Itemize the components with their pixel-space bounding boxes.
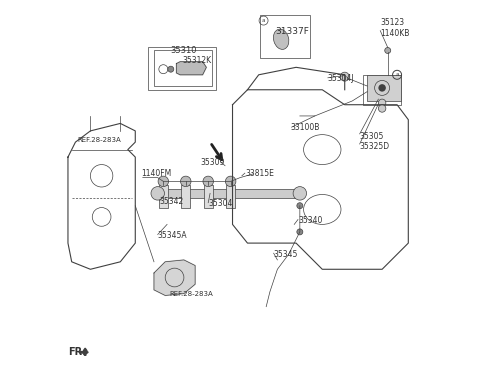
Bar: [158, 189, 300, 198]
Text: 33100B: 33100B: [290, 123, 320, 132]
Polygon shape: [177, 62, 206, 75]
Text: 35304J: 35304J: [328, 74, 355, 83]
Circle shape: [226, 176, 236, 187]
Circle shape: [297, 229, 303, 235]
Text: 35325D: 35325D: [360, 142, 390, 151]
Bar: [181, 185, 190, 208]
Bar: [367, 75, 401, 101]
Bar: [159, 185, 168, 208]
Circle shape: [158, 176, 168, 187]
Circle shape: [378, 105, 386, 112]
Text: 35340: 35340: [298, 216, 323, 225]
Text: FR.: FR.: [68, 347, 86, 356]
Circle shape: [293, 187, 307, 200]
Circle shape: [168, 66, 174, 72]
Bar: [226, 185, 235, 208]
Text: 35309: 35309: [201, 158, 225, 167]
Text: 35345: 35345: [274, 250, 298, 259]
Circle shape: [203, 176, 214, 187]
Text: 35312K: 35312K: [182, 56, 212, 65]
Text: REF.28-283A: REF.28-283A: [169, 291, 213, 297]
Text: 35305: 35305: [360, 132, 384, 141]
Bar: [204, 185, 213, 208]
Text: a: a: [262, 18, 265, 23]
Ellipse shape: [274, 29, 289, 49]
Polygon shape: [154, 260, 195, 295]
Circle shape: [180, 176, 191, 187]
FancyArrow shape: [84, 348, 87, 355]
Bar: [260, 15, 310, 58]
Circle shape: [297, 203, 303, 209]
FancyArrow shape: [80, 351, 88, 354]
Text: 31337F: 31337F: [276, 27, 310, 36]
Text: REF.28-283A: REF.28-283A: [77, 137, 121, 143]
Circle shape: [340, 72, 349, 81]
Bar: [154, 50, 212, 86]
Bar: [148, 47, 216, 90]
Bar: [363, 75, 401, 105]
Circle shape: [385, 47, 391, 53]
Text: 35342: 35342: [159, 197, 184, 206]
Text: 33815E: 33815E: [246, 169, 275, 178]
Text: 35345A: 35345A: [158, 231, 187, 240]
Text: 35310: 35310: [171, 46, 197, 55]
Circle shape: [378, 99, 386, 107]
Text: 1140FM: 1140FM: [141, 169, 171, 178]
Text: 35123
1140KB: 35123 1140KB: [380, 18, 409, 38]
Circle shape: [151, 187, 165, 200]
Text: 35304: 35304: [208, 199, 233, 208]
Circle shape: [378, 84, 386, 92]
Text: a: a: [396, 72, 399, 77]
